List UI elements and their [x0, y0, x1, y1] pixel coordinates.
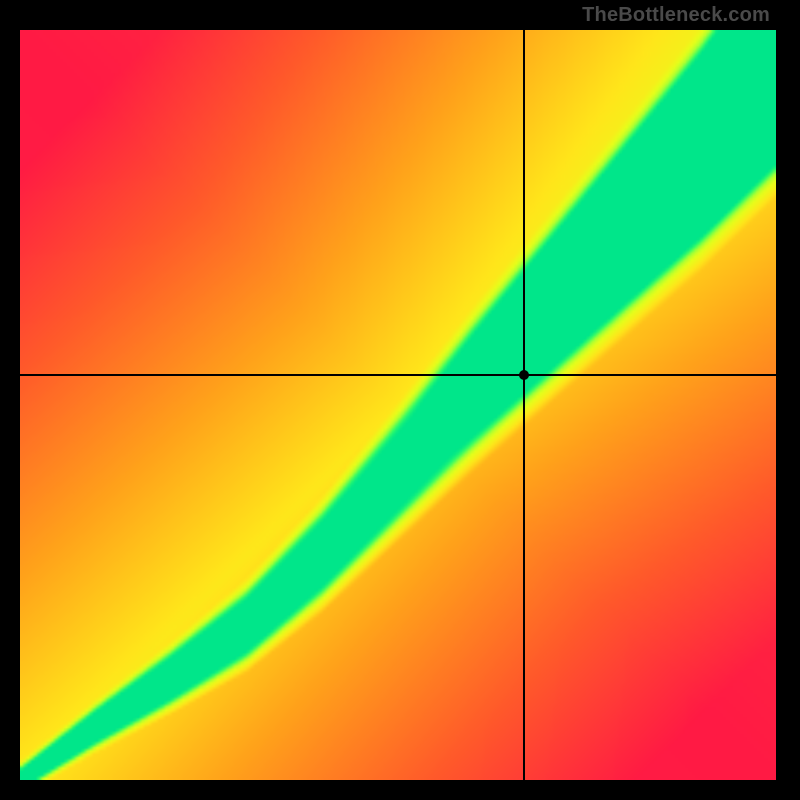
crosshair-marker	[519, 370, 529, 380]
crosshair-horizontal	[20, 374, 776, 376]
plot-area	[20, 30, 776, 780]
crosshair-vertical	[523, 30, 525, 780]
watermark-text: TheBottleneck.com	[582, 4, 770, 27]
heatmap-canvas	[20, 30, 776, 780]
plot-frame	[20, 30, 776, 780]
